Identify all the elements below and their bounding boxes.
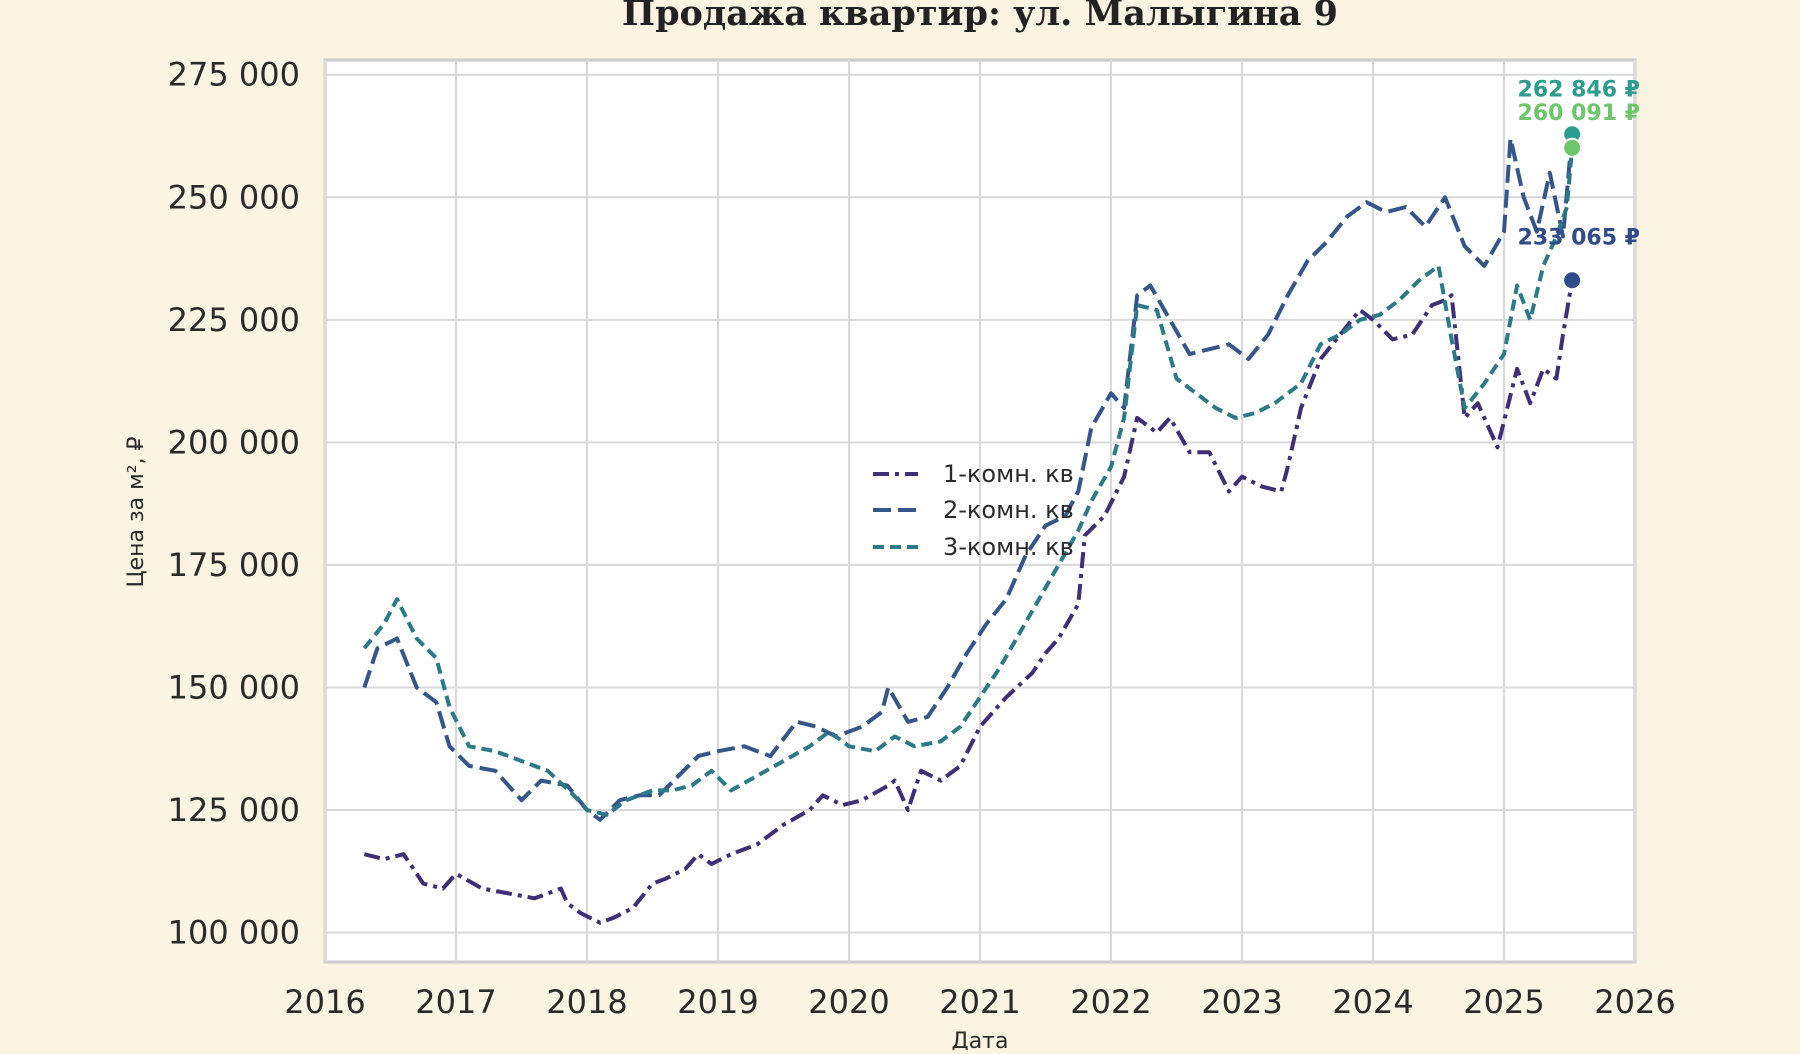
- y-tick-label: 200 000: [168, 423, 300, 461]
- legend-label-1: 1-комн. кв: [943, 460, 1074, 488]
- y-tick-label: 225 000: [168, 301, 300, 339]
- x-tick-label: 2019: [677, 983, 758, 1021]
- y-tick-label: 250 000: [168, 178, 300, 216]
- x-tick-label: 2018: [546, 983, 627, 1021]
- tick-labels: 2016 2017 2018 2019 2020 2021 2022 2023 2024 2025…: [168, 56, 1676, 1021]
- x-tick-label: 2017: [415, 983, 496, 1021]
- end-label: 260 091 ₽: [1518, 101, 1640, 126]
- x-tick-label: 2025: [1463, 983, 1544, 1021]
- x-tick-label: 2024: [1332, 983, 1413, 1021]
- legend: 1-комн. кв 2-комн. кв 3-комн. кв: [873, 460, 1074, 561]
- end-marker-3: [1562, 270, 1583, 291]
- x-tick-label: 2020: [808, 983, 889, 1021]
- x-tick-label: 2023: [1201, 983, 1282, 1021]
- chart-title: Продажа квартир: ул. Малыгина 9: [622, 0, 1338, 34]
- x-axis-label: Дата: [952, 1029, 1009, 1050]
- series-lines: [362, 134, 1575, 925]
- y-tick-label: 275 000: [168, 56, 300, 94]
- y-tick-label: 100 000: [168, 914, 300, 952]
- legend-label-3: 3-комн. кв: [943, 533, 1074, 561]
- y-tick-label: 150 000: [168, 668, 300, 706]
- x-tick-label: 2021: [939, 983, 1020, 1021]
- series-line-3: [362, 147, 1575, 817]
- y-tick-label: 125 000: [168, 791, 300, 829]
- x-tick-label: 2016: [284, 983, 365, 1021]
- x-tick-label: 2022: [1070, 983, 1151, 1021]
- y-tick-label: 175 000: [168, 546, 300, 584]
- grid: [324, 60, 1636, 962]
- series-line-1: [363, 279, 1575, 925]
- end-markers: 262 846 ₽260 091 ₽ 233 065 ₽: [1518, 77, 1640, 291]
- x-tick-label: 2026: [1594, 983, 1675, 1021]
- end-marker-2: [1562, 137, 1583, 158]
- y-axis-label: Цена за м², ₽: [124, 436, 149, 587]
- legend-label-2: 2-комн. кв: [943, 496, 1074, 524]
- end-label: 262 846 ₽: [1518, 77, 1640, 102]
- end-label: 233 065 ₽: [1518, 225, 1640, 250]
